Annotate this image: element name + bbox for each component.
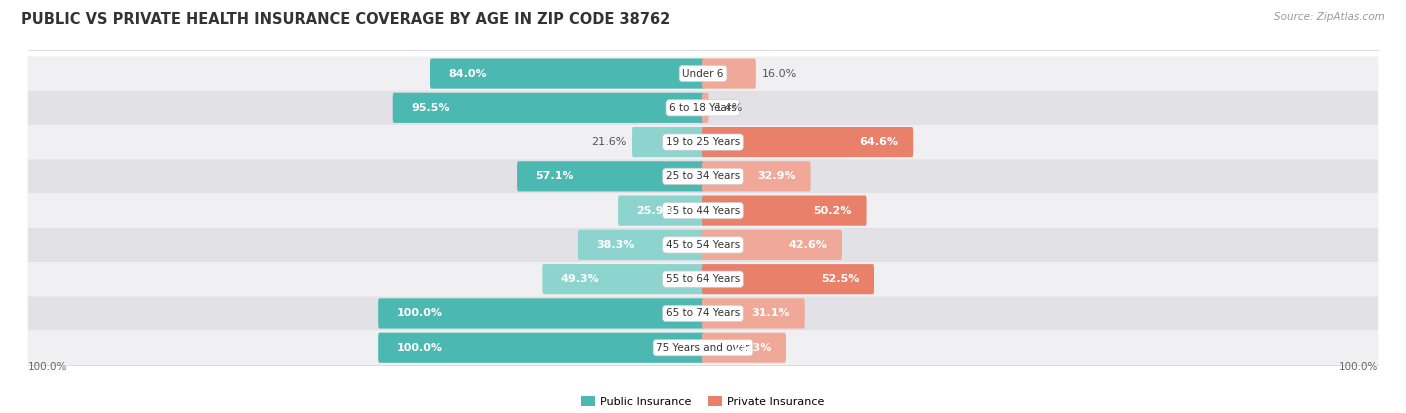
Text: 42.6%: 42.6% bbox=[789, 240, 827, 250]
FancyBboxPatch shape bbox=[702, 161, 811, 192]
FancyBboxPatch shape bbox=[430, 59, 704, 89]
FancyBboxPatch shape bbox=[702, 332, 786, 363]
Text: 100.0%: 100.0% bbox=[396, 309, 443, 318]
Text: 32.9%: 32.9% bbox=[756, 171, 796, 181]
FancyBboxPatch shape bbox=[702, 93, 709, 123]
Text: 49.3%: 49.3% bbox=[561, 274, 599, 284]
Text: Under 6: Under 6 bbox=[682, 69, 724, 78]
FancyBboxPatch shape bbox=[517, 161, 704, 192]
FancyBboxPatch shape bbox=[28, 91, 1378, 125]
FancyBboxPatch shape bbox=[28, 296, 1378, 330]
Text: 52.5%: 52.5% bbox=[821, 274, 859, 284]
FancyBboxPatch shape bbox=[702, 264, 875, 294]
FancyBboxPatch shape bbox=[378, 298, 704, 328]
Text: 57.1%: 57.1% bbox=[536, 171, 574, 181]
Text: 16.0%: 16.0% bbox=[762, 69, 797, 78]
FancyBboxPatch shape bbox=[378, 332, 704, 363]
FancyBboxPatch shape bbox=[702, 127, 914, 157]
Text: 55 to 64 Years: 55 to 64 Years bbox=[666, 274, 740, 284]
Text: 100.0%: 100.0% bbox=[1339, 362, 1378, 373]
Text: 84.0%: 84.0% bbox=[449, 69, 486, 78]
Text: 65 to 74 Years: 65 to 74 Years bbox=[666, 309, 740, 318]
Text: 25 to 34 Years: 25 to 34 Years bbox=[666, 171, 740, 181]
FancyBboxPatch shape bbox=[702, 230, 842, 260]
FancyBboxPatch shape bbox=[633, 127, 704, 157]
Text: 100.0%: 100.0% bbox=[28, 362, 67, 373]
FancyBboxPatch shape bbox=[28, 228, 1378, 262]
FancyBboxPatch shape bbox=[619, 195, 704, 226]
Text: 75 Years and over: 75 Years and over bbox=[657, 343, 749, 353]
Legend: Public Insurance, Private Insurance: Public Insurance, Private Insurance bbox=[576, 392, 830, 411]
Text: 1.4%: 1.4% bbox=[714, 103, 742, 113]
Text: 100.0%: 100.0% bbox=[396, 343, 443, 353]
Text: 50.2%: 50.2% bbox=[814, 206, 852, 216]
Text: 35 to 44 Years: 35 to 44 Years bbox=[666, 206, 740, 216]
Text: 95.5%: 95.5% bbox=[411, 103, 450, 113]
FancyBboxPatch shape bbox=[28, 57, 1378, 91]
Text: Source: ZipAtlas.com: Source: ZipAtlas.com bbox=[1274, 12, 1385, 22]
FancyBboxPatch shape bbox=[28, 159, 1378, 194]
Text: 31.1%: 31.1% bbox=[751, 309, 790, 318]
FancyBboxPatch shape bbox=[28, 194, 1378, 228]
FancyBboxPatch shape bbox=[543, 264, 704, 294]
Text: 21.6%: 21.6% bbox=[591, 137, 626, 147]
Text: 45 to 54 Years: 45 to 54 Years bbox=[666, 240, 740, 250]
Text: 25.9%: 25.9% bbox=[637, 206, 675, 216]
FancyBboxPatch shape bbox=[28, 262, 1378, 296]
Text: 19 to 25 Years: 19 to 25 Years bbox=[666, 137, 740, 147]
Text: 38.3%: 38.3% bbox=[596, 240, 634, 250]
FancyBboxPatch shape bbox=[578, 230, 704, 260]
FancyBboxPatch shape bbox=[702, 298, 804, 328]
Text: 6 to 18 Years: 6 to 18 Years bbox=[669, 103, 737, 113]
FancyBboxPatch shape bbox=[392, 93, 704, 123]
Text: 64.6%: 64.6% bbox=[859, 137, 898, 147]
Text: 25.3%: 25.3% bbox=[733, 343, 770, 353]
Text: PUBLIC VS PRIVATE HEALTH INSURANCE COVERAGE BY AGE IN ZIP CODE 38762: PUBLIC VS PRIVATE HEALTH INSURANCE COVER… bbox=[21, 12, 671, 27]
FancyBboxPatch shape bbox=[702, 59, 756, 89]
FancyBboxPatch shape bbox=[702, 195, 866, 226]
FancyBboxPatch shape bbox=[28, 330, 1378, 365]
FancyBboxPatch shape bbox=[28, 125, 1378, 159]
